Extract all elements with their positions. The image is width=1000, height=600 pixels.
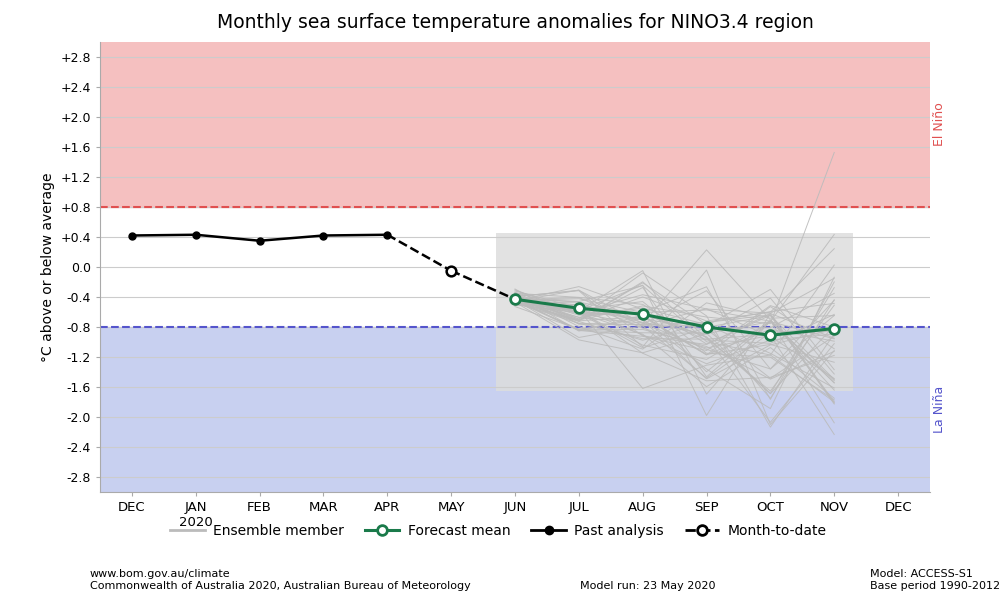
Title: Monthly sea surface temperature anomalies for NINO3.4 region: Monthly sea surface temperature anomalie… bbox=[217, 13, 813, 32]
Text: Commonwealth of Australia 2020, Australian Bureau of Meteorology: Commonwealth of Australia 2020, Australi… bbox=[90, 581, 471, 591]
Legend: Ensemble member, Forecast mean, Past analysis, Month-to-date: Ensemble member, Forecast mean, Past ana… bbox=[164, 518, 832, 544]
Bar bbox=[496, 233, 853, 391]
Bar bbox=[100, 42, 930, 207]
Text: Model run: 23 May 2020: Model run: 23 May 2020 bbox=[580, 581, 716, 591]
Text: El Niño: El Niño bbox=[933, 103, 946, 146]
Y-axis label: °C above or below average: °C above or below average bbox=[41, 172, 55, 362]
Text: www.bom.gov.au/climate: www.bom.gov.au/climate bbox=[90, 569, 231, 579]
Bar bbox=[100, 327, 930, 492]
Text: Base period 1990-2012: Base period 1990-2012 bbox=[870, 581, 1000, 591]
Text: La Niña: La Niña bbox=[933, 386, 946, 433]
Text: Model: ACCESS-S1: Model: ACCESS-S1 bbox=[870, 569, 973, 579]
